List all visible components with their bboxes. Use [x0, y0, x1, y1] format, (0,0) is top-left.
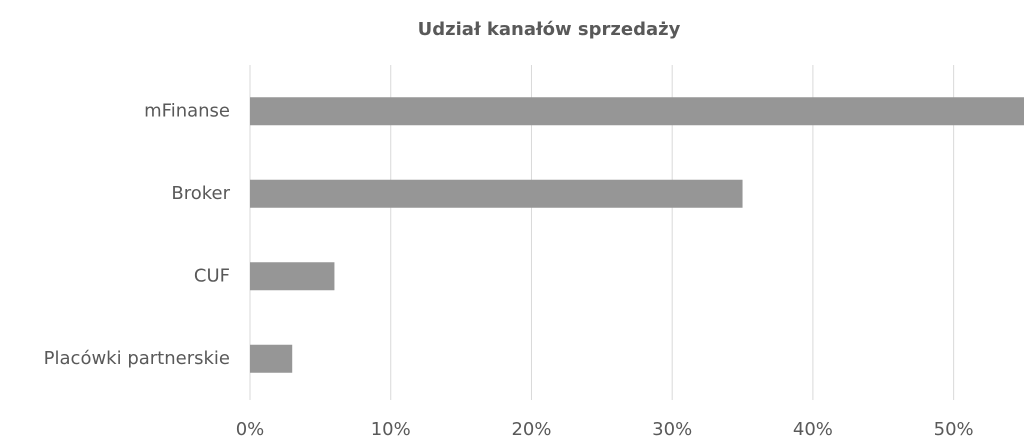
y-tick-label: Broker [171, 183, 230, 204]
y-tick-label: Placówki partnerskie [44, 348, 230, 369]
x-tick-label: 30% [652, 419, 692, 439]
y-tick-label: mFinanse [144, 100, 230, 121]
chart-title: Udział kanałów sprzedaży [418, 19, 681, 40]
bar [250, 97, 1024, 126]
x-tick-label: 50% [934, 419, 974, 439]
bar [250, 179, 743, 208]
x-tick-label: 0% [236, 419, 265, 439]
x-tick-label: 40% [793, 419, 833, 439]
y-tick-label: CUF [194, 265, 230, 286]
x-tick-label: 20% [511, 419, 551, 439]
bar [250, 262, 335, 291]
x-tick-label: 10% [371, 419, 411, 439]
bar [250, 344, 293, 373]
